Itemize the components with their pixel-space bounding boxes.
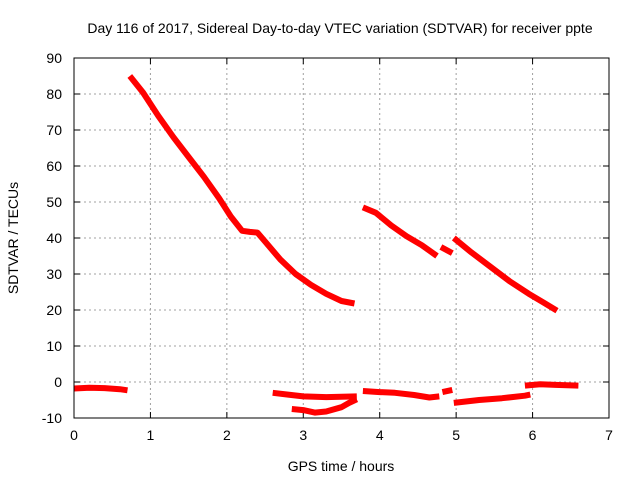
x-tick-label: 1: [147, 427, 155, 443]
chart-title: Day 116 of 2017, Sidereal Day-to-day VTE…: [87, 20, 592, 36]
sdtvar-series-line: [441, 386, 453, 396]
y-tick-label: -10: [42, 410, 62, 426]
y-tick-label: 10: [46, 338, 62, 354]
sdtvar-series-line: [451, 235, 559, 314]
x-tick-label: 2: [223, 427, 231, 443]
y-axis-label: SDTVAR / TECUs: [5, 182, 21, 294]
x-tick-label: 7: [605, 427, 613, 443]
y-tick-label: 0: [54, 374, 62, 390]
x-tick-label: 4: [376, 427, 384, 443]
series-group: [73, 74, 579, 416]
y-tick-label: 70: [46, 122, 62, 138]
sdtvar-series-line: [73, 384, 128, 394]
sdtvar-series-line: [361, 204, 439, 259]
x-tick-label: 5: [452, 427, 460, 443]
y-tick-label: 90: [46, 50, 62, 66]
y-tick-label: 30: [46, 266, 62, 282]
x-tick-label: 3: [299, 427, 307, 443]
sdtvar-series-line: [291, 396, 359, 416]
sdtvar-series-line: [272, 389, 357, 401]
sdtvar-series-line: [453, 391, 531, 406]
x-axis-label: GPS time / hours: [288, 458, 395, 474]
axis-ticks: 0 1 2 3 4 5 6 7 -10 0 10 20 30 40 50 60 70 80 90: [42, 50, 613, 443]
y-tick-label: 20: [46, 302, 62, 318]
y-tick-label: 60: [46, 158, 62, 174]
sdtvar-series-line: [524, 381, 579, 389]
y-tick-label: 40: [46, 230, 62, 246]
y-tick-label: 50: [46, 194, 62, 210]
x-tick-label: 0: [70, 427, 78, 443]
plot-frame: [73, 57, 610, 419]
sdtvar-series-line: [362, 388, 440, 401]
sdtvar-series-line: [127, 74, 356, 307]
x-tick-label: 6: [529, 427, 537, 443]
sdtvar-series-line: [439, 244, 454, 256]
y-tick-label: 80: [46, 86, 62, 102]
